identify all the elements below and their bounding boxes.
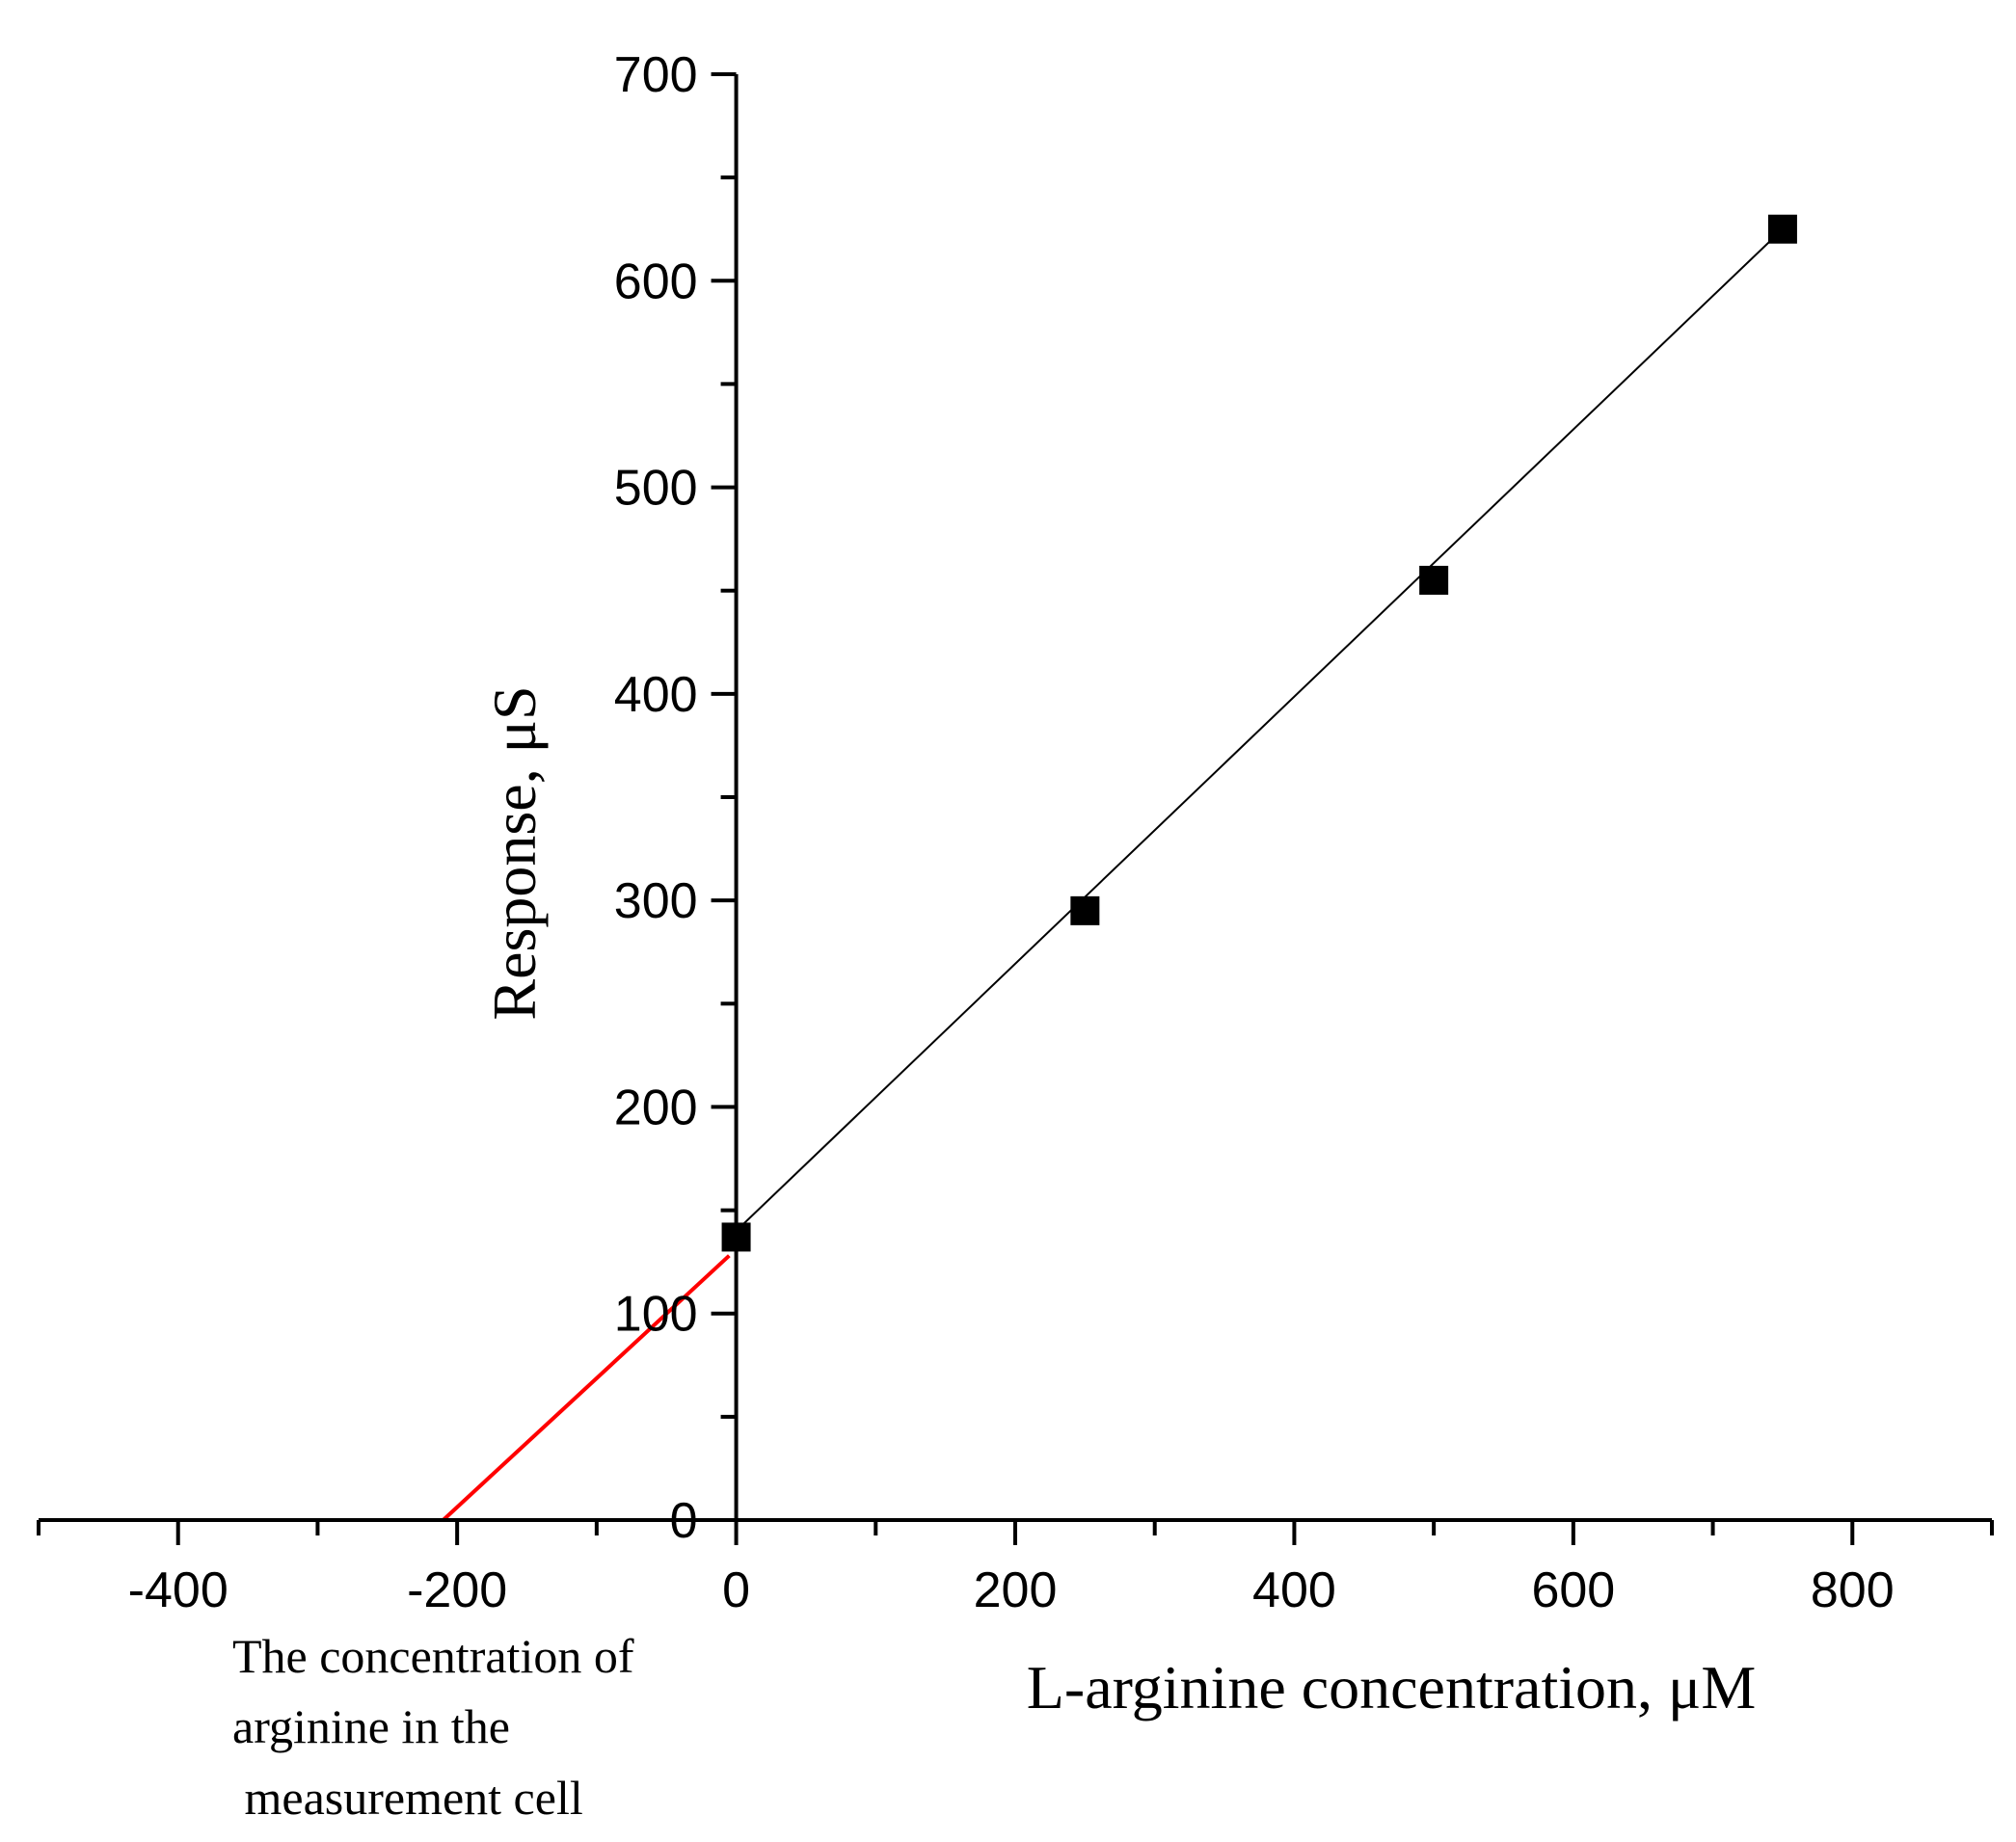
y-tick-label: 0 — [670, 1493, 698, 1549]
x-tick-label: 800 — [1811, 1562, 1895, 1618]
data-point — [721, 1222, 751, 1252]
y-tick-label: 300 — [614, 873, 698, 929]
data-point — [1419, 566, 1449, 595]
points-layer — [721, 214, 1797, 1252]
y-axis-title: Response, μS — [480, 685, 549, 1020]
x-tick-label: 0 — [722, 1562, 750, 1618]
annotation-line-3: measurement cell — [232, 1771, 583, 1825]
axes-layer — [37, 72, 1994, 1545]
y-tick-label: 100 — [614, 1287, 698, 1343]
data-point — [1070, 895, 1100, 925]
annotation-line-1: The concentration of — [232, 1629, 634, 1683]
extrapolation-line — [442, 1254, 731, 1522]
data-point — [1767, 214, 1797, 244]
y-tick-label: 400 — [614, 667, 698, 723]
x-tick-label: -400 — [128, 1562, 228, 1618]
y-tick-label: 200 — [614, 1080, 698, 1135]
y-tick-label: 500 — [614, 461, 698, 517]
y-tick-label: 700 — [614, 47, 698, 103]
y-tick-label: 600 — [614, 254, 698, 309]
labels-layer: -400 -200 0 200 400 600 800 0 100 200 300 400 500 600… — [128, 47, 1895, 1618]
extrapolation-annotation: The concentration of arginine in the mea… — [232, 1629, 634, 1825]
x-tick-label: 400 — [1252, 1562, 1336, 1618]
annotation-line-2: arginine in the — [232, 1699, 510, 1753]
x-tick-label: 200 — [974, 1562, 1058, 1618]
fit-layer — [442, 227, 1784, 1522]
x-tick-label: 600 — [1531, 1562, 1615, 1618]
x-tick-label: -200 — [407, 1562, 507, 1618]
x-axis-title: L-arginine concentration, μM — [1027, 1653, 1756, 1722]
fit-line — [735, 227, 1784, 1232]
